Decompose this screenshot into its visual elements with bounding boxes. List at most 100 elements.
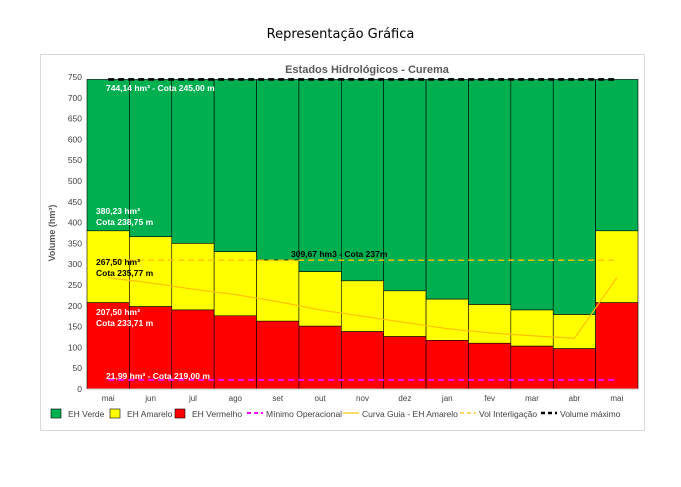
x-tick-label: nov bbox=[356, 394, 369, 403]
bar-eh-vermelho bbox=[86, 302, 130, 390]
x-tick-label: ago bbox=[229, 394, 243, 403]
y-tick-label: 500 bbox=[68, 176, 82, 186]
axis-layer: 0 50 100 150 200 250 300 350 400 450 500 550 600 650 7… bbox=[47, 72, 638, 403]
bar-eh-amarelo bbox=[595, 230, 639, 303]
y-tick-label: 0 bbox=[77, 384, 82, 394]
x-tick-label: mai bbox=[610, 394, 623, 403]
annotation-line: Cota 235,77 m bbox=[96, 268, 154, 278]
annotation-vmax: 744,14 hm³ - Cota 245,00 m bbox=[106, 83, 215, 93]
annotation-line: 744,14 hm³ - Cota 245,00 m bbox=[106, 83, 215, 93]
bar-eh-amarelo bbox=[425, 298, 469, 341]
x-tick-label: out bbox=[315, 394, 327, 403]
y-tick-label: 250 bbox=[68, 280, 82, 290]
legend-item: EH Vermelho bbox=[174, 408, 242, 419]
hydrological-states-chart: Estados Hidrológicos - Curema 0 50 100 150 2… bbox=[47, 64, 639, 419]
bar-eh-amarelo bbox=[341, 280, 384, 332]
legend-label: EH Vermelho bbox=[192, 409, 242, 419]
legend-label: EH Amarelo bbox=[127, 409, 173, 419]
y-tick-label: 200 bbox=[68, 301, 82, 311]
bar-eh-vermelho bbox=[425, 340, 469, 390]
bars-layer bbox=[86, 79, 639, 390]
lines-layer bbox=[108, 78, 618, 381]
y-tick-label: 650 bbox=[68, 114, 82, 124]
x-tick-label: mai bbox=[102, 394, 115, 403]
y-tick-label: 150 bbox=[68, 322, 82, 332]
bar-eh-verde bbox=[86, 79, 130, 232]
legend-item: EH Verde bbox=[50, 408, 105, 419]
annotation-minimo: 21,99 hm³ - Cota 219,00 m bbox=[106, 371, 210, 381]
y-tick-label: 750 bbox=[68, 72, 82, 82]
y-tick-label: 300 bbox=[68, 259, 82, 269]
annotation-line: Cota 238,75 m bbox=[96, 217, 154, 227]
annotation-line: 309,67 hm3 - Cota 237m bbox=[291, 249, 388, 259]
x-tick-label: set bbox=[272, 394, 283, 403]
bar-eh-vermelho bbox=[510, 345, 554, 390]
x-tick-label: abr bbox=[569, 394, 581, 403]
y-tick-label: 600 bbox=[68, 134, 82, 144]
y-tick-label: 100 bbox=[68, 342, 82, 352]
bar-eh-amarelo bbox=[298, 271, 342, 327]
annotation-guia: 267,50 hm³ Cota 235,77 m bbox=[96, 257, 154, 278]
bar-eh-verde bbox=[510, 79, 554, 311]
legend-label: EH Verde bbox=[68, 409, 105, 419]
annotation-line: 380,23 hm³ bbox=[96, 206, 140, 216]
bar-eh-verde bbox=[552, 79, 596, 315]
x-tick-label: mar bbox=[525, 394, 539, 403]
bar-eh-vermelho bbox=[468, 342, 512, 390]
chart-frame: Estados Hidrológicos - Curema 0 50 100 150 2… bbox=[40, 54, 645, 431]
annotation-line: 207,50 hm³ bbox=[96, 307, 140, 317]
bar-eh-verde bbox=[425, 79, 469, 300]
bar-eh-vermelho bbox=[552, 348, 596, 390]
page-title: Representação Gráfica bbox=[266, 27, 415, 42]
bar-eh-amarelo bbox=[171, 243, 215, 311]
bar-eh-vermelho bbox=[129, 306, 173, 390]
bar-eh-vermelho bbox=[213, 315, 257, 390]
legend-label: Curva Guia - EH Amarelo bbox=[362, 409, 458, 419]
chart-title: Estados Hidrológicos - Curema bbox=[285, 64, 450, 76]
legend-label: Volume máximo bbox=[560, 409, 621, 419]
bar-eh-amarelo bbox=[383, 290, 427, 337]
y-tick-label: 350 bbox=[68, 238, 82, 248]
x-tick-label: jul bbox=[188, 394, 197, 403]
annotation-interlig: 309,67 hm3 - Cota 237m bbox=[291, 249, 388, 259]
bar-eh-vermelho bbox=[595, 302, 639, 390]
annotation-line: 21,99 hm³ - Cota 219,00 m bbox=[106, 371, 210, 381]
legend: EH Verde EH Amarelo EH Vermelho Mínimo Oper… bbox=[50, 408, 621, 419]
y-tick-label: 450 bbox=[68, 197, 82, 207]
bar-eh-verde bbox=[468, 79, 512, 305]
annotation-line: 267,50 hm³ bbox=[96, 257, 140, 267]
legend-item: Mínimo Operacional bbox=[247, 409, 342, 419]
annotation-amarelo: 380,23 hm³ Cota 238,75 m bbox=[96, 206, 154, 227]
legend-label: Vol Interligação bbox=[479, 409, 537, 419]
bar-eh-verde bbox=[129, 79, 173, 238]
y-tick-label: 550 bbox=[68, 155, 82, 165]
line-curva-guia-eh-amarelo bbox=[108, 277, 618, 339]
legend-item: Volume máximo bbox=[541, 409, 621, 419]
y-axis-title: Volume (hm³) bbox=[47, 205, 57, 262]
legend-swatch bbox=[109, 408, 121, 419]
bar-eh-vermelho bbox=[256, 320, 300, 390]
bar-eh-amarelo bbox=[129, 236, 173, 307]
legend-label: Mínimo Operacional bbox=[266, 409, 342, 419]
x-tick-label: jun bbox=[144, 394, 156, 403]
y-tick-label: 400 bbox=[68, 218, 82, 228]
bar-eh-amarelo bbox=[256, 259, 300, 322]
x-tick-label: dez bbox=[398, 394, 411, 403]
bar-eh-amarelo bbox=[552, 314, 596, 349]
bar-eh-vermelho bbox=[383, 336, 427, 390]
legend-item: EH Amarelo bbox=[109, 408, 173, 419]
legend-item: Curva Guia - EH Amarelo bbox=[343, 409, 458, 419]
legend-item: Vol Interligação bbox=[460, 409, 537, 419]
bar-eh-amarelo bbox=[468, 304, 512, 344]
bar-eh-verde bbox=[256, 79, 300, 261]
bar-eh-verde bbox=[383, 79, 427, 292]
annotation-vermelho: 207,50 hm³ Cota 233,71 m bbox=[96, 307, 154, 328]
x-tick-label: jan bbox=[441, 394, 453, 403]
legend-swatch bbox=[50, 408, 62, 419]
y-tick-label: 50 bbox=[73, 363, 83, 373]
y-tick-label: 700 bbox=[68, 93, 82, 103]
legend-swatch bbox=[174, 408, 186, 419]
bar-eh-amarelo bbox=[86, 230, 130, 303]
x-tick-label: fev bbox=[484, 394, 495, 403]
